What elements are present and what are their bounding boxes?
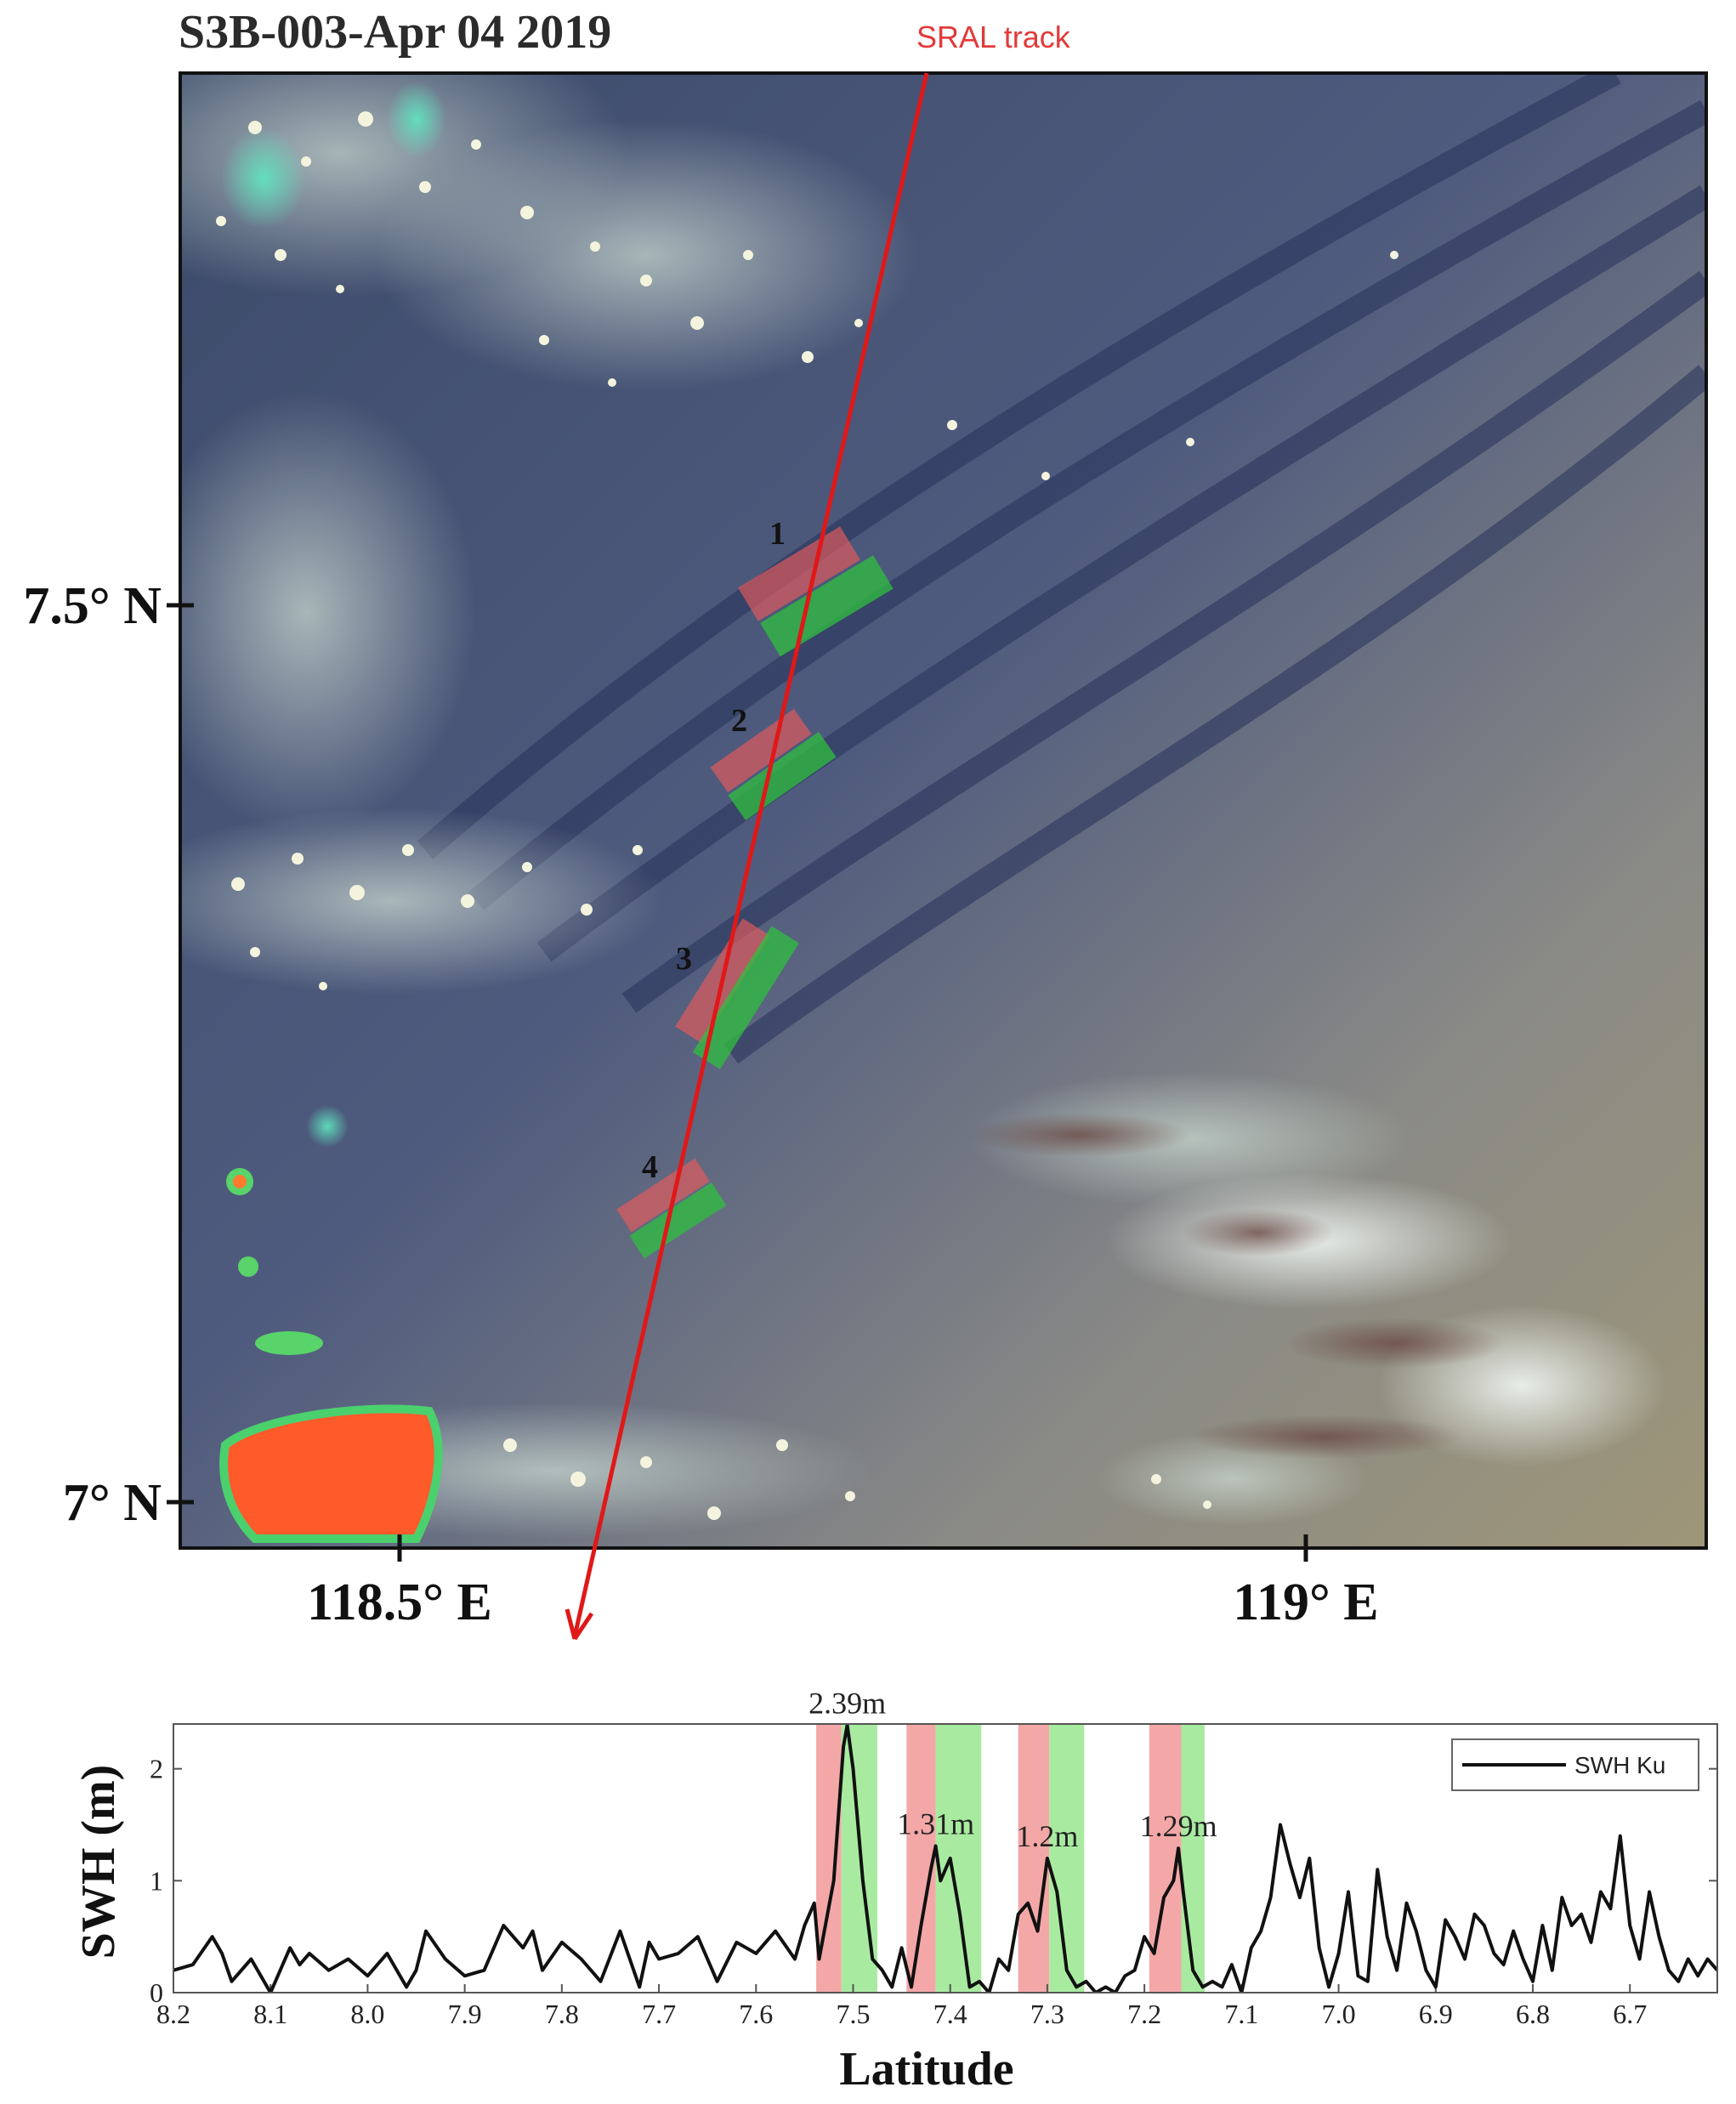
x-tick-label: 6.8 [1516,1999,1550,2029]
plot-frame [173,1723,1718,1993]
peak-label-1: 2.39m [808,1686,886,1720]
satellite-map: 1 2 3 4 7.5° N 7° N 118.5° E 119° E [23,71,1708,1641]
series-swh-ku [173,1724,1717,1993]
x-tick-label: 8.2 [156,1999,190,2029]
lat-tick-7: 7° N [63,1474,162,1532]
swell-bands [417,73,1706,1064]
box-3-green [692,926,799,1069]
box-4-red [616,1158,710,1233]
boxes [616,526,894,1259]
y-axis-label: SWH (m) [72,1765,125,1959]
y-tick-labels: 0 1 2 [150,1754,163,2008]
peak-label-4: 1.29m [1140,1809,1217,1843]
box-4-green [629,1182,727,1259]
y-tick-label: 2 [150,1754,163,1784]
box-label-3: 3 [676,941,692,977]
lon-tick-118-5: 118.5° E [307,1574,492,1631]
x-tick-label: 7.0 [1322,1999,1356,2029]
y-tick-label: 0 [150,1977,163,2008]
x-tick-label: 7.4 [933,1999,967,2029]
cloud-speckles [216,111,1398,1520]
x-tick-label: 7.8 [545,1999,579,2029]
peak-label-3: 1.2m [1016,1819,1078,1853]
x-tick-label: 7.9 [448,1999,482,2029]
box-2-red [710,708,812,793]
highlight-band-6 [1049,1724,1085,1993]
highlight-band-8 [1181,1724,1205,1993]
x-tick-label: 8.1 [253,1999,287,2029]
highlight-bands [816,1724,1205,1993]
box-1-green [760,555,894,657]
x-tick-label: 7.7 [642,1999,676,2029]
x-tick-label: 7.5 [836,1999,870,2029]
x-tick-label: 7.6 [739,1999,773,2029]
x-tick-label: 6.7 [1613,1999,1647,2029]
legend: SWH Ku [1451,1738,1699,1791]
lon-tick-119: 119° E [1233,1574,1378,1631]
peak-annotations: 2.39m 1.31m 1.2m 1.29m [808,1686,1217,1853]
swh-chart: 8.2 8.1 8.0 7.9 7.8 7.7 7.6 7.5 7.4 7.3 7.2 7.1 7.0 6… [72,1686,1718,2095]
swh-line-layer [173,1724,1717,1993]
x-axis-label: Latitude [839,2043,1013,2095]
islands [219,81,446,1543]
x-tick-label: 8.0 [350,1999,384,2029]
peak-label-2: 1.31m [897,1807,974,1841]
box-label-1: 1 [769,516,786,552]
box-1-red [738,526,860,621]
lat-tick-7-5: 7.5° N [23,577,162,635]
x-tick-label: 7.1 [1224,1999,1258,2029]
highlight-band-3 [906,1724,936,1993]
figure-title: S3B-003-Apr 04 2019 [179,6,611,59]
y-tick-label: 1 [150,1865,163,1896]
highlight-band-5 [1018,1724,1050,1993]
x-tick-label: 7.2 [1127,1999,1161,2029]
map-frame [179,71,1708,1550]
dark-slicks [969,1113,1505,1459]
x-tick-label: 6.9 [1419,1999,1453,2029]
legend-label: SWH Ku [1574,1752,1665,1778]
x-tick-labels: 8.2 8.1 8.0 7.9 7.8 7.7 7.6 7.5 7.4 7.3 7.2 7.1 7.0 6… [156,1999,1647,2029]
box-label-4: 4 [642,1149,658,1185]
box-2-green [728,731,837,821]
highlight-band-4 [935,1724,982,1993]
sral-track-arrowhead [564,1608,594,1641]
sral-track-label: SRAL track [916,20,1071,54]
box-label-2: 2 [731,703,747,739]
x-tick-label: 7.3 [1030,1999,1064,2029]
sral-track-line [572,72,929,1637]
